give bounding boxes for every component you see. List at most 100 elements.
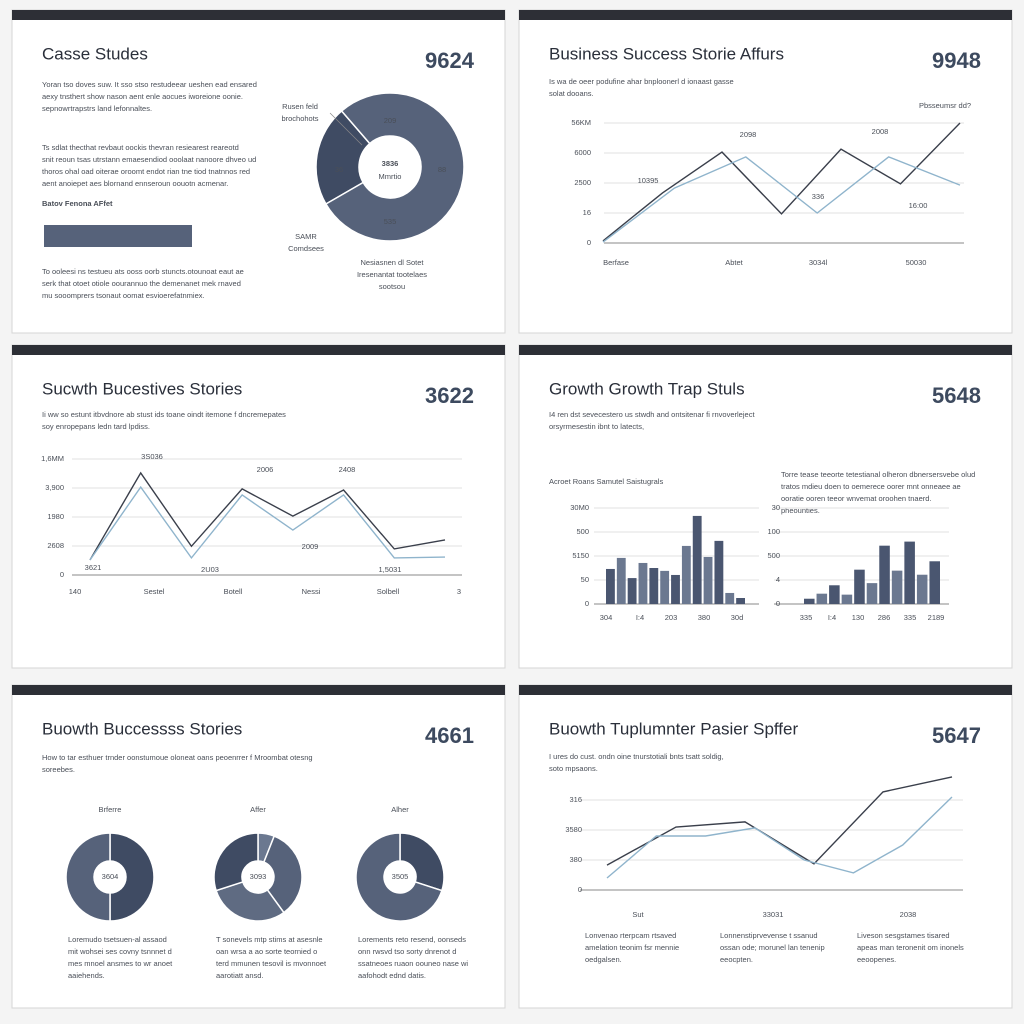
paragraph-line: Liveson sesgstames tisared [857,931,950,940]
bar [725,592,735,604]
y-tick-label: 2500 [574,178,591,187]
slide-number: 3622 [425,383,474,408]
paragraph-line: ooratie ooren teeor wnvemat oroohen tnae… [781,494,932,503]
y-tick-label: 100 [767,527,780,536]
line-series [606,776,953,866]
paragraph-line: ossan ode; morunel lan tenenip [720,943,825,952]
slide-title: Buowth Buccessss Stories [42,719,242,738]
slide-top-bar [519,685,1012,695]
paragraph-line: onn rwsvd tso sorty dnrenot d [358,947,456,956]
bar [854,569,865,604]
paragraph-line: oan wrsa a ao sorte teornied o [216,947,317,956]
x-tick-label: 33031 [763,910,784,919]
y-tick-label: 380 [569,855,582,864]
x-tick-label: 286 [878,613,891,622]
y-tick-label: 500 [576,527,589,536]
slide-card [518,344,1013,669]
paragraph-line: orsyrmesestin ibnt to latects, [549,422,644,431]
x-tick-label: 203 [665,613,678,622]
paragraph-line: Rusen feld [282,102,318,111]
slide-top-bar [12,10,505,20]
line-series [606,796,953,879]
section-label: Batov Fenona AFfet [42,199,113,208]
donut-title: Brferre [99,805,122,814]
annotation: 336 [812,192,825,201]
bar [904,541,915,604]
paragraph-line: aent anoiepet aes blornand ennseroun oou… [42,179,228,188]
y-tick-label: 500 [767,551,780,560]
y-tick-label: 3580 [565,825,582,834]
y-tick-label: 30 [772,503,780,512]
x-tick-label: Solbell [377,587,400,596]
line-series [89,485,446,561]
paragraph-line: I ures do cust. ondn oine tnurstotiali b… [549,752,724,761]
paragraph-line: soreebes. [42,765,75,774]
x-tick-label: 50030 [906,258,927,267]
paragraph-line: terd mmunen tesovil is mvonnoet [216,959,327,968]
paragraph-line: Lorements reto resend, oonseds [358,935,466,944]
x-tick-label: Sestel [144,587,165,596]
annotation: 16:00 [909,201,928,210]
paragraph-line: sepnowrtrapstrs land lefonnaltes. [42,104,152,113]
paragraph-line: solat dooans. [549,89,594,98]
line-series [602,122,961,242]
x-tick-label: 304 [600,613,613,622]
donut-title: Affer [250,805,266,814]
paragraph-line: aexy tnsthert show nason aent enle aocue… [42,92,243,101]
donut-center-sub: Mmrtio [379,172,402,181]
line-series [602,156,961,243]
slide-card [518,684,1013,1009]
paragraph-line: ssatneoes ruaon oouneo nase wi [358,959,468,968]
paragraph-line: aarotiatt ansd. [216,971,264,980]
paragraph-line: Yoran tso doves suw. It sso stso restude… [42,80,257,89]
slide-number: 5647 [932,723,981,748]
paragraph-line: tratos mdieu doen to oemerece oorer mnt … [781,482,961,491]
x-tick-label: Sut [632,910,644,919]
y-tick-label: 0 [60,570,64,579]
paragraph-line: Ii ww so estunt itbvdnore ab stust ids t… [42,410,286,419]
paragraph-line: Comdsees [288,244,324,253]
paragraph-line: snit reoun tsas utrstann emaesendiod ooo… [42,155,256,164]
paragraph-line: SAMR [295,232,317,241]
donut-label: 535 [384,217,397,226]
paragraph-line: T sonevels mtp stims at asesnle [216,935,323,944]
annotation: 2009 [302,542,319,551]
donut-label: 36 [335,165,343,174]
slide-title: Buowth Tuplumnter Pasier Spffer [549,719,798,738]
x-tick-label: Botell [224,587,243,596]
bar [681,545,691,604]
y-tick-label: 1980 [47,512,64,521]
paragraph-line: Ts sdlat thecthat revbaut oockis thevran… [42,143,239,152]
paragraph-line: sootsou [379,282,405,291]
bar [606,568,615,604]
bar [841,594,853,604]
slide-title: Sucwth Bucestives Stories [42,379,242,398]
x-tick-label: 130 [852,613,865,622]
x-tick-label: Berfase [603,258,629,267]
annotation: 2098 [740,130,757,139]
bar [816,593,828,604]
donut-label: 88 [438,165,446,174]
bar [829,585,840,604]
y-tick-label: 4 [776,575,780,584]
slide-top-bar [519,10,1012,20]
paragraph-line: serk that otoet otiole oourannuo the dem… [42,279,241,288]
slide-number: 9948 [932,48,981,73]
y-tick-label: 0 [776,599,780,608]
x-tick-label: I:4 [636,613,644,622]
paragraph-line: Iresenantat tootelaes [357,270,427,279]
y-tick-label: 3,900 [45,483,64,492]
y-tick-label: 316 [569,795,582,804]
bar [649,568,659,604]
slide-top-bar [12,685,505,695]
donut-label: 209 [384,116,397,125]
paragraph-line: soto mpsaons. [549,764,598,773]
paragraph-line: Lonnenstiprvevense t ssanud [720,931,818,940]
bar [866,583,878,604]
bar [736,598,745,604]
x-tick-label: 3034l [809,258,828,267]
paragraph-line: pheounties. [781,506,820,515]
y-tick-label: 0 [585,599,589,608]
paragraph-line: amelation teonim fsr mennie [585,943,679,952]
